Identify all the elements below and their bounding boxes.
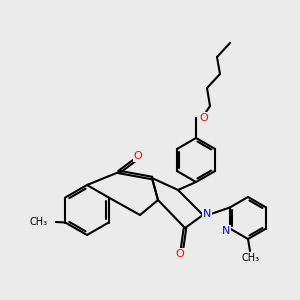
- Text: N: N: [203, 209, 211, 219]
- Text: O: O: [176, 249, 184, 259]
- Text: CH₃: CH₃: [30, 217, 48, 227]
- Text: CH₃: CH₃: [242, 253, 260, 263]
- Text: O: O: [134, 151, 142, 161]
- Text: N: N: [222, 226, 230, 236]
- Text: O: O: [200, 113, 208, 123]
